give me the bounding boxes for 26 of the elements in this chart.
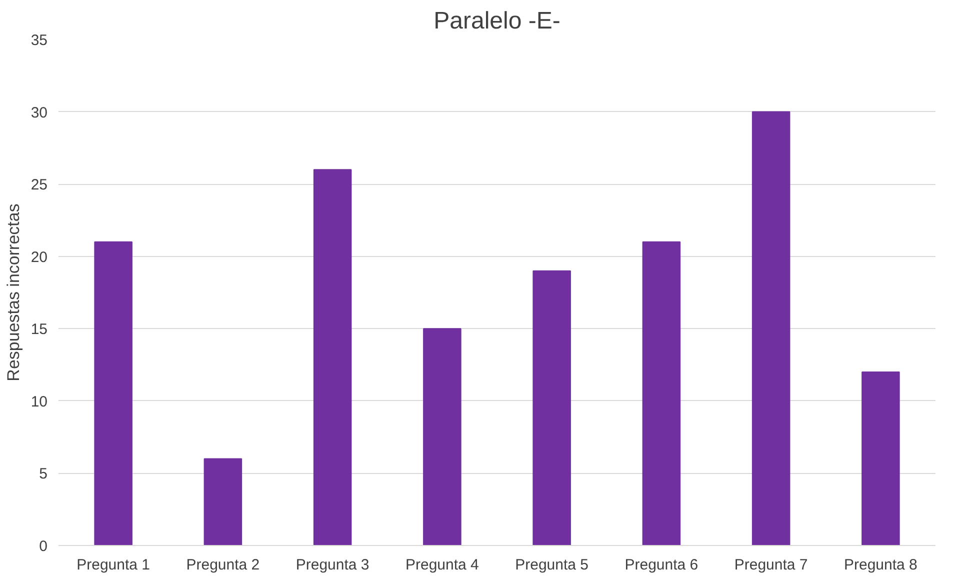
x-tick-label: Pregunta 4 — [405, 556, 479, 574]
bar — [204, 458, 242, 546]
bar — [313, 169, 352, 546]
x-tick-label: Pregunta 8 — [844, 556, 918, 574]
y-tick-label: 5 — [39, 466, 48, 483]
bar — [94, 241, 132, 546]
y-tick-label: 10 — [30, 393, 48, 410]
y-axis-title: Respuestas incorrectas — [4, 204, 23, 382]
y-tick-label: 25 — [30, 176, 48, 194]
bar — [642, 241, 681, 546]
x-tick-label: Pregunta 1 — [76, 556, 150, 574]
y-tick-label: 15 — [30, 321, 48, 338]
bar — [752, 111, 790, 546]
x-tick-label: Pregunta 3 — [296, 556, 370, 574]
y-tick-label: 0 — [39, 538, 48, 555]
y-tick-label: 35 — [30, 32, 48, 49]
y-tick-label: 30 — [30, 104, 48, 122]
chart-title: Paralelo -E- — [434, 8, 560, 34]
x-tick-label: Pregunta 7 — [734, 556, 808, 574]
x-tick-label: Pregunta 5 — [515, 556, 589, 574]
x-tick-label: Pregunta 2 — [186, 556, 260, 574]
y-tick-label: 20 — [30, 248, 48, 266]
x-tick-label: Pregunta 6 — [624, 556, 698, 574]
bar — [862, 372, 900, 546]
bar — [423, 328, 462, 546]
bar — [532, 270, 571, 546]
